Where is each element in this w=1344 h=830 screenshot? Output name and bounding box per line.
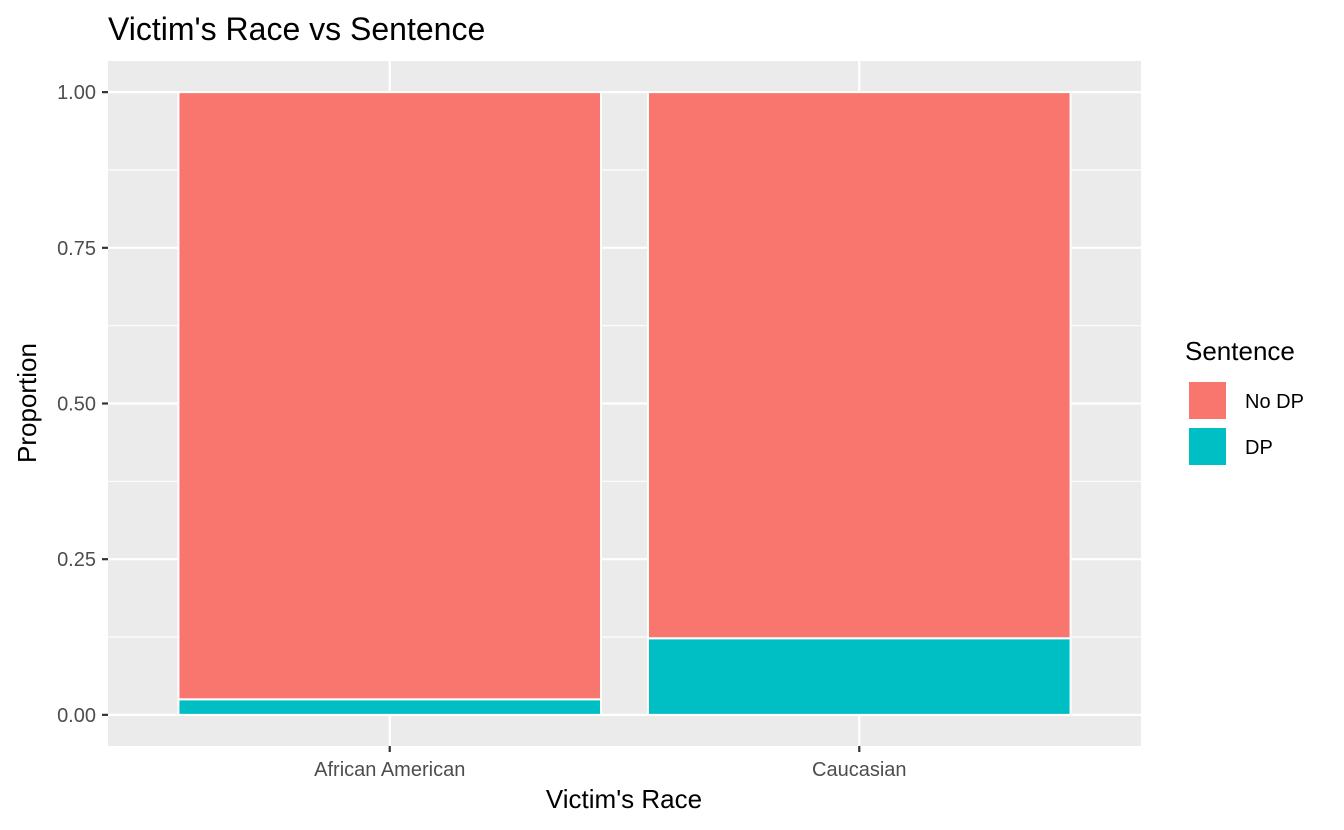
legend-title: Sentence	[1185, 336, 1295, 366]
y-axis: 0.00 0.25 0.50 0.75 1.00	[57, 82, 108, 727]
y-tick-label: 1.00	[57, 82, 96, 104]
bars-layer	[177, 91, 1072, 716]
chart-title: Victim's Race vs Sentence	[108, 11, 485, 47]
y-tick-label: 0.00	[57, 705, 96, 727]
y-tick-label: 0.50	[57, 394, 96, 416]
legend-swatch	[1187, 426, 1228, 467]
y-tick-label: 0.25	[57, 549, 96, 571]
x-axis: African American Caucasian	[314, 746, 907, 781]
bar-segment	[177, 91, 603, 701]
legend-label: No DP	[1245, 391, 1304, 413]
bar-segment	[177, 698, 603, 716]
y-axis-title: Proportion	[12, 343, 42, 463]
x-tick-label: African American	[314, 759, 465, 781]
legend-swatch	[1187, 380, 1228, 421]
x-tick-label: Caucasian	[812, 759, 907, 781]
y-tick-label: 0.75	[57, 238, 96, 260]
bar-segment	[646, 91, 1072, 640]
legend-label: DP	[1245, 437, 1273, 459]
legend: Sentence No DP DP	[1185, 336, 1304, 467]
x-axis-title: Victim's Race	[546, 784, 702, 814]
bar-segment	[646, 637, 1072, 716]
